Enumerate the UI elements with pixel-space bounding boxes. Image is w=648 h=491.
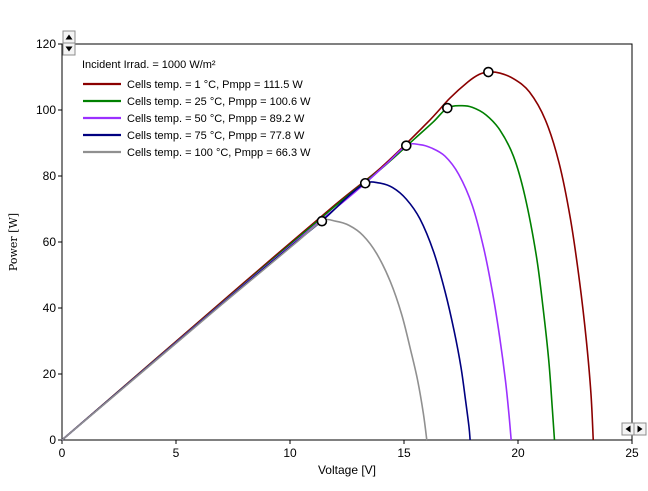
y-scroll-down-button[interactable] — [62, 42, 76, 56]
series-line-2 — [61, 104, 556, 441]
y-tick-label: 20 — [43, 367, 57, 381]
legend-label-5: Cells temp. = 100 °C, Pmpp = 66.3 W — [127, 147, 311, 159]
legend-title: Incident Irrad. = 1000 W/m² — [82, 59, 216, 71]
x-axis-label: Voltage [V] — [318, 463, 376, 477]
y-tick-label: 40 — [43, 301, 57, 315]
mpp-marker-4 — [359, 177, 371, 189]
x-tick-label: 5 — [173, 446, 180, 460]
series-line-5 — [61, 218, 428, 441]
mpp-marker-2 — [442, 102, 453, 114]
x-tick-label: 0 — [59, 446, 66, 460]
legend-label-1: Cells temp. = 1 °C, Pmpp = 111.5 W — [127, 79, 303, 91]
mpp-marker-3 — [400, 140, 412, 151]
y-tick-label: 120 — [36, 37, 56, 51]
mpp-marker-5 — [316, 215, 328, 227]
x-tick-label: 10 — [283, 446, 297, 460]
y-tick-label: 60 — [43, 235, 57, 249]
mpp-marker-1 — [483, 66, 494, 78]
axes-layer: 0 5 10 15 20 25 0 20 40 60 80 100 120 — [36, 37, 639, 460]
legend-label-3: Cells temp. = 50 °C, Pmpp = 89.2 W — [127, 113, 305, 125]
series-layer — [61, 66, 595, 441]
legend: Incident Irrad. = 1000 W/m² Cells temp. =… — [82, 59, 311, 159]
y-axis-label: Power [W] — [7, 213, 20, 271]
x-scroll-right-button[interactable] — [633, 422, 647, 436]
y-scroll-up-button[interactable] — [62, 30, 76, 44]
x-tick-label: 20 — [511, 446, 525, 460]
x-tick-label: 25 — [625, 446, 639, 460]
x-scroll-left-button[interactable] — [621, 422, 635, 436]
y-tick-label: 100 — [36, 103, 56, 117]
y-tick-label: 0 — [49, 433, 56, 447]
legend-label-4: Cells temp. = 75 °C, Pmpp = 77.8 W — [127, 130, 305, 142]
x-tick-label: 15 — [397, 446, 411, 460]
y-tick-label: 80 — [43, 169, 57, 183]
legend-label-2: Cells temp. = 25 °C, Pmpp = 100.6 W — [127, 96, 311, 108]
